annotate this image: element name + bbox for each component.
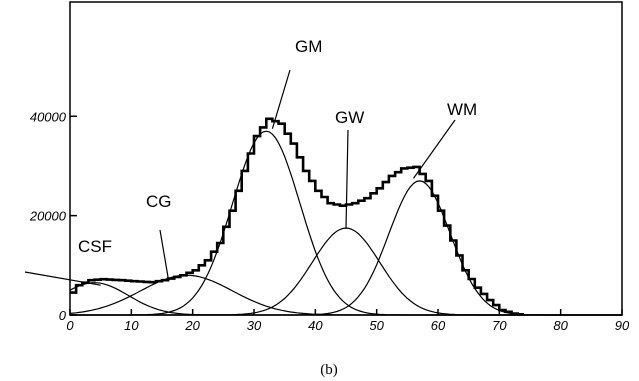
x-tick-label: 40 [308,318,323,333]
leader-line-cg [159,229,169,278]
x-tick-label: 10 [124,318,139,333]
component-curve-csf [69,282,622,316]
annotation-csf: CSF [78,237,112,256]
component-curve-gw [70,227,622,316]
x-tick-label: 0 [66,318,74,333]
x-tick-label: 80 [553,318,568,333]
y-tick-label: 20000 [29,209,67,224]
total-histogram-line [70,117,524,316]
annotations: CSF CG GM GW WM [24,37,477,286]
leader-line-csf [24,271,101,286]
leader-line-gw [345,129,349,229]
annotation-gw: GW [335,108,364,127]
x-tick-label: 30 [247,318,262,333]
annotation-wm: WM [447,100,477,119]
plot-frame [69,1,623,316]
x-tick-label: 90 [615,318,630,333]
leader-line-wm [412,119,456,179]
y-tick-label: 40000 [30,109,67,124]
component-curve-wm [70,180,622,316]
y-tick-label: 0 [59,308,67,323]
x-tick-label: 60 [431,318,446,333]
x-tick-label: 50 [369,318,384,333]
figure-caption: (b) [320,362,338,378]
x-tick-label: 70 [492,318,507,333]
x-axis-ticks: 0 10 20 30 40 50 60 70 80 90 [66,309,630,333]
component-curves [69,130,622,316]
y-axis-ticks: 0 20000 40000 [29,109,77,323]
x-tick-label: 20 [184,318,200,333]
annotation-cg: CG [146,192,172,211]
leader-line-gm [271,69,291,129]
annotation-gm: GM [295,37,322,56]
